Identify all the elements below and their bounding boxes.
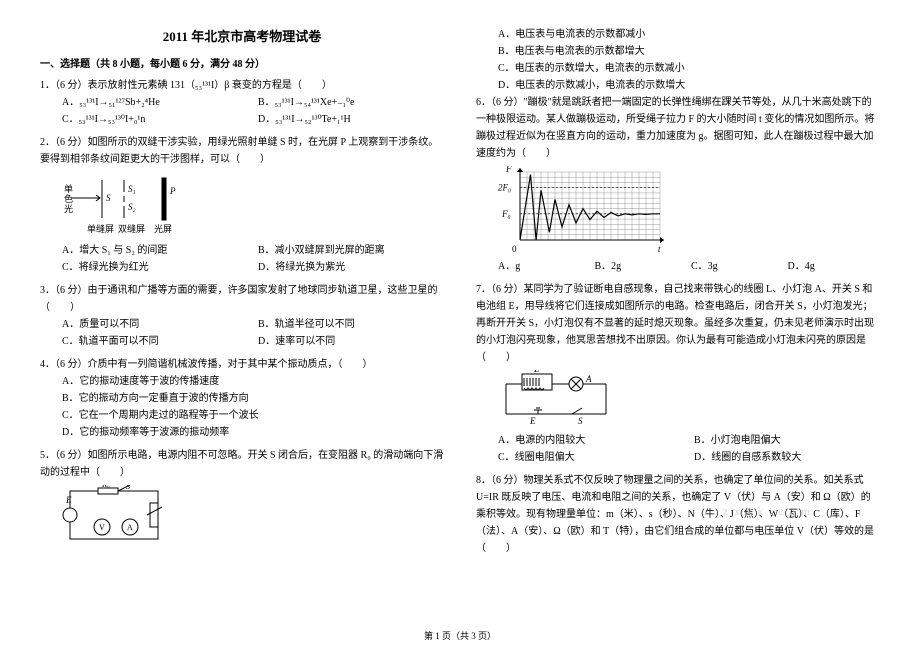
page-footer: 第 1 页（共 3 页）: [0, 629, 920, 642]
q5-opt-d: D．电压表的示数减小，电流表的示数增大: [498, 77, 880, 94]
svg-text:S: S: [106, 193, 111, 203]
svg-text:S₁: S₁: [128, 184, 136, 194]
q6-opt-b: B．2g: [595, 258, 688, 275]
q2-opt-d: D．将绿光换为紫光: [258, 259, 444, 276]
q7-opt-c: C．线圈电阻偏大: [498, 449, 684, 466]
question-4: 4．（6 分）介质中有一列简谐机械波传播，对于其中某个振动质点，（ ） A．它的…: [40, 356, 444, 441]
svg-text:V: V: [99, 523, 105, 532]
svg-text:E: E: [65, 495, 72, 505]
svg-text:0: 0: [512, 244, 517, 254]
svg-text:S₂: S₂: [128, 202, 136, 212]
question-8: 8．（6 分）物理关系式不仅反映了物理量之间的关系，也确定了单位间的关系。如关系…: [476, 472, 880, 557]
q3-opt-a: A．质量可以不同: [62, 316, 248, 333]
svg-text:S: S: [126, 485, 130, 491]
q1-opt-d: D．₅₃¹³¹I→₅₂¹³⁰Te+₁¹H: [258, 111, 444, 128]
q7-options: A．电源的内阻较大 B．小灯泡电阻偏大 C．线圈电阻偏大 D．线圈的自感系数较大: [476, 432, 880, 466]
watermark: zxxk.com: [723, 506, 816, 518]
q4-stem: 4．（6 分）介质中有一列简谐机械波传播，对于其中某个振动质点，（ ）: [40, 356, 444, 373]
q3-stem: 3．（6 分）由于通讯和广播等方面的需要，许多国家发射了地球同步轨道卫星，这些卫…: [40, 282, 444, 316]
svg-text:P: P: [169, 186, 176, 196]
q7-opt-b: B．小灯泡电阻偏大: [694, 432, 880, 449]
q2-opt-c: C．将绿光换为红光: [62, 259, 248, 276]
q5-opt-c: C．电压表的示数增大，电流表的示数减小: [498, 60, 880, 77]
question-2: 2．（6 分）如图所示的双缝干涉实验，用绿光照射单缝 S 时，在光屏 P 上观察…: [40, 134, 444, 276]
q1-opt-a: A．₅₃¹³¹I→₅₁¹²⁷Sb+₂⁴He: [62, 94, 248, 111]
q5-options: A．电压表与电流表的示数都减小 B．电压表与电流表的示数都增大 C．电压表的示数…: [476, 26, 880, 94]
q7-stem: 7．（6 分）某同学为了验证断电自感现象，自己找来带铁心的线圈 L、小灯泡 A、…: [476, 281, 880, 366]
q6-diagram: F₀ 2F₀ Ft 0: [498, 166, 880, 254]
q4-options: A．它的振动速度等于波的传播速度 B．它的振动方向一定垂直于波的传播方向 C．它…: [40, 373, 444, 441]
svg-text:A: A: [585, 374, 592, 384]
svg-text:单缝屏: 单缝屏: [87, 223, 114, 234]
q4-opt-b: B．它的振动方向一定垂直于波的传播方向: [62, 390, 444, 407]
svg-text:单: 单: [64, 183, 73, 194]
q1-options: A．₅₃¹³¹I→₅₁¹²⁷Sb+₂⁴He B．₅₃¹³¹I→₅₄¹³¹Xe+₋…: [40, 94, 444, 128]
q1-stem: 1．（6 分）表示放射性元素碘 131（₅₃¹³¹I）β 衰变的方程是（ ）: [40, 77, 444, 94]
q6-opt-d: D．4g: [788, 258, 881, 275]
q6-opt-a: A．g: [498, 258, 591, 275]
svg-text:F₀: F₀: [501, 209, 511, 219]
right-column: A．电压表与电流表的示数都减小 B．电压表与电流表的示数都增大 C．电压表的示数…: [476, 26, 880, 600]
q5-opt-b: B．电压表与电流表的示数都增大: [498, 43, 880, 60]
q2-opt-a: A．增大 S₁ 与 S₂ 的间距: [62, 242, 248, 259]
svg-text:光屏: 光屏: [154, 223, 172, 234]
q6-opt-c: C．3g: [691, 258, 784, 275]
q3-options: A．质量可以不同 B．轨道半径可以不同 C．轨道平面可以不同 D．速率可以不同: [40, 316, 444, 350]
svg-text:F: F: [505, 166, 512, 174]
svg-text:S: S: [578, 416, 583, 426]
svg-text:R₀: R₀: [101, 485, 110, 489]
q1-opt-c: C．₅₃¹³¹I→₅₃¹³⁰I+₀¹n: [62, 111, 248, 128]
exam-title: 2011 年北京市高考物理试卷: [40, 26, 444, 48]
question-1: 1．（6 分）表示放射性元素碘 131（₅₃¹³¹I）β 衰变的方程是（ ） A…: [40, 77, 444, 128]
svg-text:L: L: [533, 370, 539, 374]
svg-text:2F₀: 2F₀: [498, 183, 511, 193]
q5-stem: 5．（6 分）如图所示电路，电源内阻不可忽略。开关 S 闭合后，在变阻器 R₀ …: [40, 447, 444, 481]
q8-stem: 8．（6 分）物理关系式不仅反映了物理量之间的关系，也确定了单位间的关系。如关系…: [476, 472, 880, 557]
svg-text:A: A: [127, 523, 133, 532]
svg-text:光: 光: [64, 203, 73, 214]
svg-text:E: E: [529, 416, 536, 426]
q7-opt-a: A．电源的内阻较大: [498, 432, 684, 449]
question-6: 6．（6 分）"蹦极"就是跳跃者把一端固定的长弹性绳绑在踝关节等处，从几十米高处…: [476, 94, 880, 275]
svg-text:双缝屏: 双缝屏: [118, 223, 145, 234]
q2-stem: 2．（6 分）如图所示的双缝干涉实验，用绿光照射单缝 S 时，在光屏 P 上观察…: [40, 134, 444, 168]
q3-opt-d: D．速率可以不同: [258, 333, 444, 350]
q2-diagram: 单 色 光 S S₁ S₂ P 单缝屏 双缝屏 光屏: [62, 172, 444, 238]
q3-opt-c: C．轨道平面可以不同: [62, 333, 248, 350]
svg-text:t: t: [658, 244, 661, 254]
left-column: 2011 年北京市高考物理试卷 一、选择题（共 8 小题，每小题 6 分，满分 …: [40, 26, 444, 600]
q6-stem: 6．（6 分）"蹦极"就是跳跃者把一端固定的长弹性绳绑在踝关节等处，从几十米高处…: [476, 94, 880, 162]
q7-diagram: L A E S: [498, 370, 880, 428]
q1-opt-b: B．₅₃¹³¹I→₅₄¹³¹Xe+₋₁⁰e: [258, 94, 444, 111]
q2-options: A．增大 S₁ 与 S₂ 的间距 B．减小双缝屏到光屏的距离 C．将绿光换为红光…: [40, 242, 444, 276]
question-3: 3．（6 分）由于通讯和广播等方面的需要，许多国家发射了地球同步轨道卫星，这些卫…: [40, 282, 444, 350]
question-5: 5．（6 分）如图所示电路，电源内阻不可忽略。开关 S 闭合后，在变阻器 R₀ …: [40, 447, 444, 549]
q2-opt-b: B．减小双缝屏到光屏的距离: [258, 242, 444, 259]
section-header: 一、选择题（共 8 小题，每小题 6 分，满分 48 分）: [40, 56, 444, 73]
q4-opt-c: C．它在一个周期内走过的路程等于一个波长: [62, 407, 444, 424]
q7-opt-d: D．线圈的自感系数较大: [694, 449, 880, 466]
q4-opt-a: A．它的振动速度等于波的传播速度: [62, 373, 444, 390]
q5-opt-a: A．电压表与电流表的示数都减小: [498, 26, 880, 43]
q4-opt-d: D．它的振动频率等于波源的振动频率: [62, 424, 444, 441]
q3-opt-b: B．轨道半径可以不同: [258, 316, 444, 333]
q6-options: A．g B．2g C．3g D．4g: [476, 258, 880, 275]
question-7: 7．（6 分）某同学为了验证断电自感现象，自己找来带铁心的线圈 L、小灯泡 A、…: [476, 281, 880, 466]
svg-text:色: 色: [64, 193, 73, 204]
q5-diagram: E V A R₀ S: [62, 485, 444, 549]
